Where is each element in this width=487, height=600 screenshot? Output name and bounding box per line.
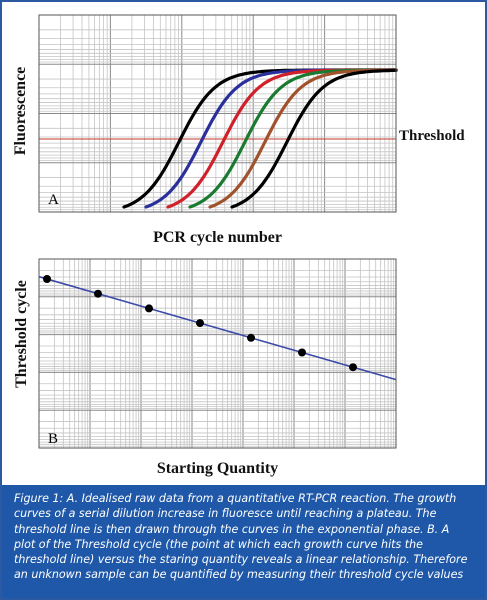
- growth-curve: [230, 68, 398, 209]
- chart-a-y-axis-title: Fluorescence: [12, 66, 29, 156]
- data-point: [196, 319, 204, 328]
- figure-caption: Figure 1: A. Idealised raw data from a q…: [2, 485, 485, 598]
- chart-b-y-axis-title: Threshold cycle: [13, 280, 30, 388]
- panel-label-b: B: [48, 431, 58, 447]
- data-point: [145, 304, 153, 313]
- chart-b-x-axis-title: Starting Quantity: [156, 460, 279, 477]
- chart-a-x-axis-title: PCR cycle number: [153, 229, 282, 246]
- threshold-label: Threshold: [399, 128, 465, 144]
- chart-a-plot-border: [38, 14, 397, 213]
- data-point: [43, 275, 51, 283]
- data-point: [298, 348, 306, 357]
- chart-b-grid: [38, 258, 396, 448]
- data-point: [247, 333, 255, 342]
- chart-b-plot-border: [38, 258, 397, 449]
- chart-a-curves: [122, 68, 398, 209]
- data-point: [94, 289, 102, 298]
- chart-b-points: [43, 275, 357, 372]
- chart-b: B: [38, 258, 397, 449]
- chart-a: A: [38, 14, 398, 213]
- data-point: [349, 363, 357, 372]
- panel-label-a: A: [48, 192, 59, 208]
